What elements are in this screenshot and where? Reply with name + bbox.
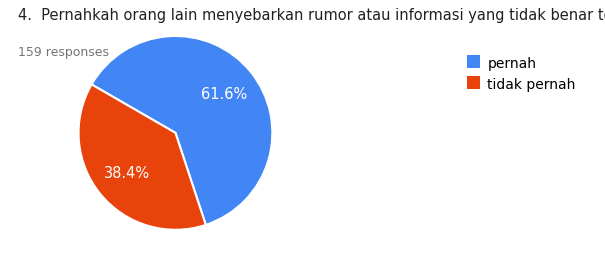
Legend: pernah, tidak pernah: pernah, tidak pernah: [462, 53, 580, 96]
Wedge shape: [91, 37, 272, 225]
Wedge shape: [79, 85, 206, 230]
Text: 38.4%: 38.4%: [103, 165, 149, 180]
Text: 159 responses: 159 responses: [18, 46, 109, 59]
Text: 4.  Pernahkah orang lain menyebarkan rumor atau informasi yang tidak benar tenta: 4. Pernahkah orang lain menyebarkan rumo…: [18, 8, 605, 23]
Text: 61.6%: 61.6%: [201, 86, 247, 101]
